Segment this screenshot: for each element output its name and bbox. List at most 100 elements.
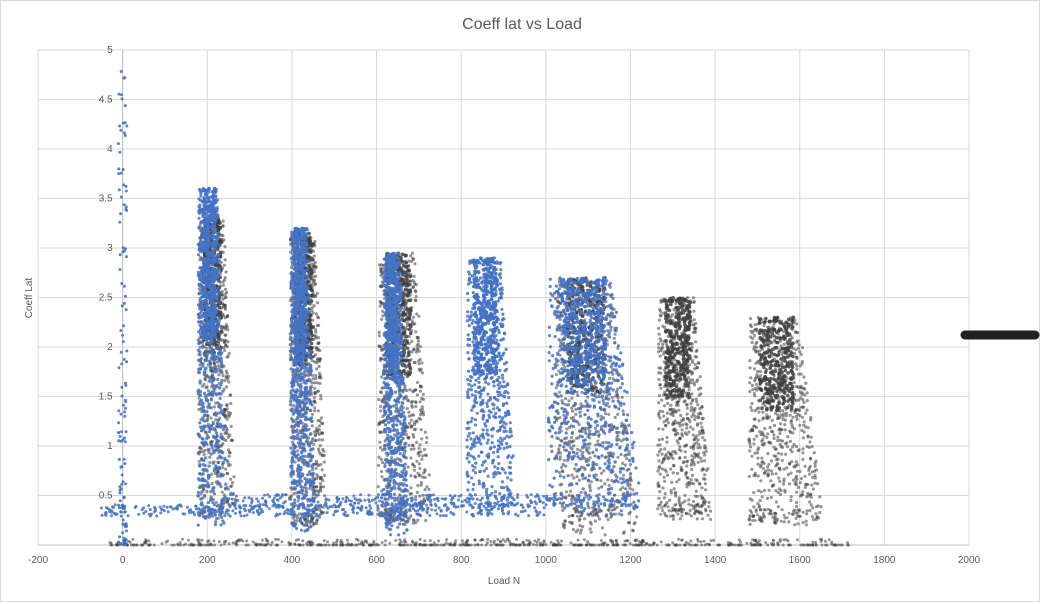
data-point: [690, 405, 694, 409]
data-point: [414, 475, 418, 479]
data-point: [561, 470, 565, 474]
data-point: [697, 393, 701, 397]
data-point: [221, 250, 225, 255]
data-point: [598, 517, 602, 521]
data-point: [215, 474, 219, 478]
data-point: [418, 443, 422, 447]
data-point: [414, 350, 418, 354]
data-point: [693, 417, 697, 422]
data-point: [674, 410, 678, 414]
data-point: [310, 306, 314, 310]
data-point: [403, 358, 407, 363]
data-point: [816, 516, 821, 520]
data-point: [225, 403, 229, 407]
data-point: [311, 377, 315, 381]
data-point: [430, 508, 434, 512]
data-point: [319, 416, 323, 420]
data-point: [411, 315, 416, 319]
data-point: [588, 489, 593, 493]
data-point: [685, 304, 690, 308]
data-point: [414, 404, 418, 409]
data-point: [420, 361, 424, 365]
data-point: [380, 469, 384, 474]
data-point: [223, 348, 227, 353]
data-point: [681, 344, 686, 349]
data-point: [228, 393, 232, 398]
data-point: [689, 425, 693, 429]
data-point: [785, 445, 790, 449]
data-point: [685, 464, 689, 468]
data-point: [658, 337, 662, 341]
data-point: [322, 460, 326, 464]
data-point: [660, 437, 665, 441]
data-point: [405, 306, 409, 311]
data-point: [409, 474, 413, 478]
data-point: [561, 508, 565, 513]
data-point: [793, 410, 797, 414]
data-point: [683, 308, 687, 313]
data-point: [227, 454, 231, 458]
data-point: [677, 478, 681, 482]
data-point: [704, 488, 708, 492]
data-point: [681, 357, 686, 361]
data-point: [667, 370, 672, 375]
data-point: [799, 372, 803, 376]
data-point: [694, 489, 698, 493]
data-point: [674, 490, 678, 494]
data-point: [214, 418, 218, 422]
data-point: [414, 294, 418, 299]
data-point: [676, 347, 680, 351]
data-point: [695, 434, 699, 438]
data-point: [401, 313, 406, 318]
data-point: [684, 339, 689, 344]
data-point: [679, 389, 684, 394]
data-point: [664, 339, 668, 343]
data-point: [218, 444, 223, 448]
data-point: [320, 431, 324, 435]
data-point: [607, 483, 611, 488]
data-point: [603, 412, 608, 416]
data-point: [781, 409, 785, 413]
data-point: [672, 487, 676, 491]
data-point: [700, 429, 705, 433]
data-point: [784, 414, 788, 418]
data-point: [675, 439, 679, 443]
data-point: [697, 452, 701, 456]
data-point: [669, 392, 673, 397]
data-point: [675, 480, 679, 484]
data-point: [215, 360, 219, 364]
data-point: [380, 475, 384, 479]
data-point: [802, 400, 806, 405]
data-point: [390, 455, 394, 460]
data-point: [687, 388, 691, 392]
data-point: [657, 450, 661, 454]
data-point: [410, 405, 414, 409]
data-point: [668, 352, 672, 356]
data-point: [678, 436, 682, 440]
data-point: [795, 445, 799, 449]
data-point: [676, 403, 680, 407]
data-point: [317, 424, 321, 428]
data-point: [405, 341, 409, 345]
data-point: [408, 323, 412, 327]
data-point: [226, 435, 230, 439]
data-point: [588, 527, 592, 531]
data-point: [670, 480, 674, 484]
data-point: [408, 307, 413, 311]
data-point: [657, 394, 662, 398]
data-point: [674, 298, 679, 303]
data-point: [696, 403, 700, 407]
data-point: [417, 367, 421, 371]
data-point: [410, 350, 414, 354]
data-point: [685, 426, 689, 430]
data-point: [635, 515, 639, 519]
data-point: [410, 251, 415, 255]
data-point: [309, 341, 314, 346]
data-point: [602, 469, 606, 473]
data-point: [780, 458, 784, 462]
data-point: [698, 407, 702, 411]
data-point: [769, 469, 774, 473]
data-point: [675, 305, 679, 310]
data-point: [226, 328, 230, 332]
data-point: [660, 467, 664, 471]
